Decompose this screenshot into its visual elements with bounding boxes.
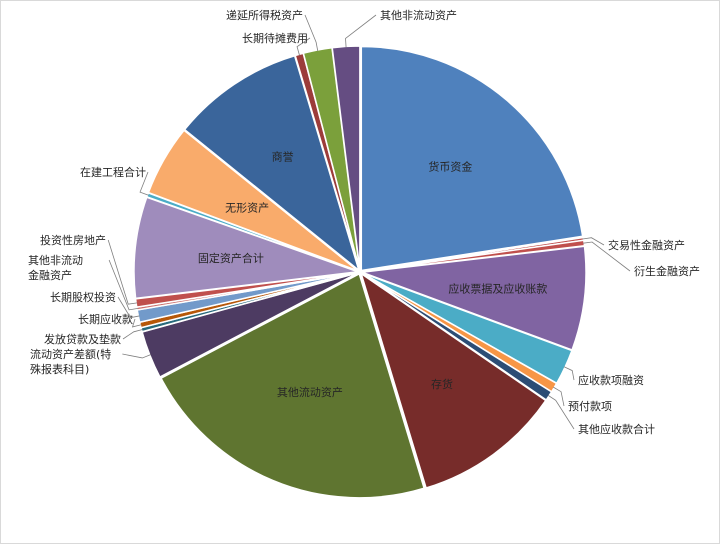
leader-line-6	[547, 395, 575, 430]
leader-line-4	[563, 366, 575, 381]
slice-label-19: 长期待摊费用	[242, 31, 308, 45]
slice-label-17: 无形资产	[225, 201, 269, 215]
slice-label-21: 其他非流动资产	[380, 8, 457, 22]
pie-slice-8	[159, 272, 426, 499]
pie-slice-17	[147, 129, 359, 272]
pie-slice-15	[133, 196, 359, 300]
leader-line-10	[122, 329, 143, 340]
pie-slice-0	[360, 45, 584, 272]
slice-label-11: 长期应收款	[78, 312, 133, 326]
slice-label-8: 其他流动资产	[277, 385, 343, 399]
slice-label-6: 其他应收款合计	[578, 422, 655, 436]
slice-label-7: 存货	[431, 377, 453, 391]
leader-line-21	[345, 14, 377, 48]
slice-label-20: 递延所得税资产	[226, 8, 303, 22]
slice-label-12: 长期股权投资	[50, 290, 116, 304]
slice-label-3: 应收票据及应收账款	[448, 282, 547, 296]
leader-line-11	[131, 318, 142, 328]
slice-label-0: 货币资金	[428, 160, 472, 174]
leader-line-20	[304, 14, 319, 52]
slice-label-10: 发放贷款及垫款	[44, 332, 121, 346]
slice-label-1: 交易性金融资产	[608, 238, 685, 252]
pie-slice-7	[359, 271, 547, 489]
leader-line-13	[108, 259, 139, 311]
slice-label-14: 投资性房地产	[40, 233, 106, 247]
leader-line-9	[122, 353, 151, 359]
leader-line-2	[583, 241, 631, 272]
leader-line-12	[117, 296, 140, 319]
slice-label-13: 其他非流动金融资产	[28, 253, 83, 282]
slice-label-16: 在建工程合计	[80, 165, 146, 179]
slice-label-2: 衍生金融资产	[634, 264, 700, 278]
leader-line-1	[582, 237, 605, 246]
pie-slice-18	[183, 54, 361, 273]
pie-slice-3	[361, 245, 587, 351]
leader-line-5	[553, 386, 565, 407]
leader-line-16	[139, 171, 149, 196]
leader-line-14	[107, 239, 138, 305]
slice-label-9: 流动资产差额(特殊报表科目)	[30, 347, 111, 376]
leader-line-19	[296, 37, 311, 56]
slice-label-4: 应收款项融资	[578, 373, 644, 387]
slice-label-18: 商誉	[272, 150, 294, 164]
slice-label-15: 固定资产合计	[198, 251, 264, 265]
slice-label-5: 预付款项	[568, 399, 612, 413]
